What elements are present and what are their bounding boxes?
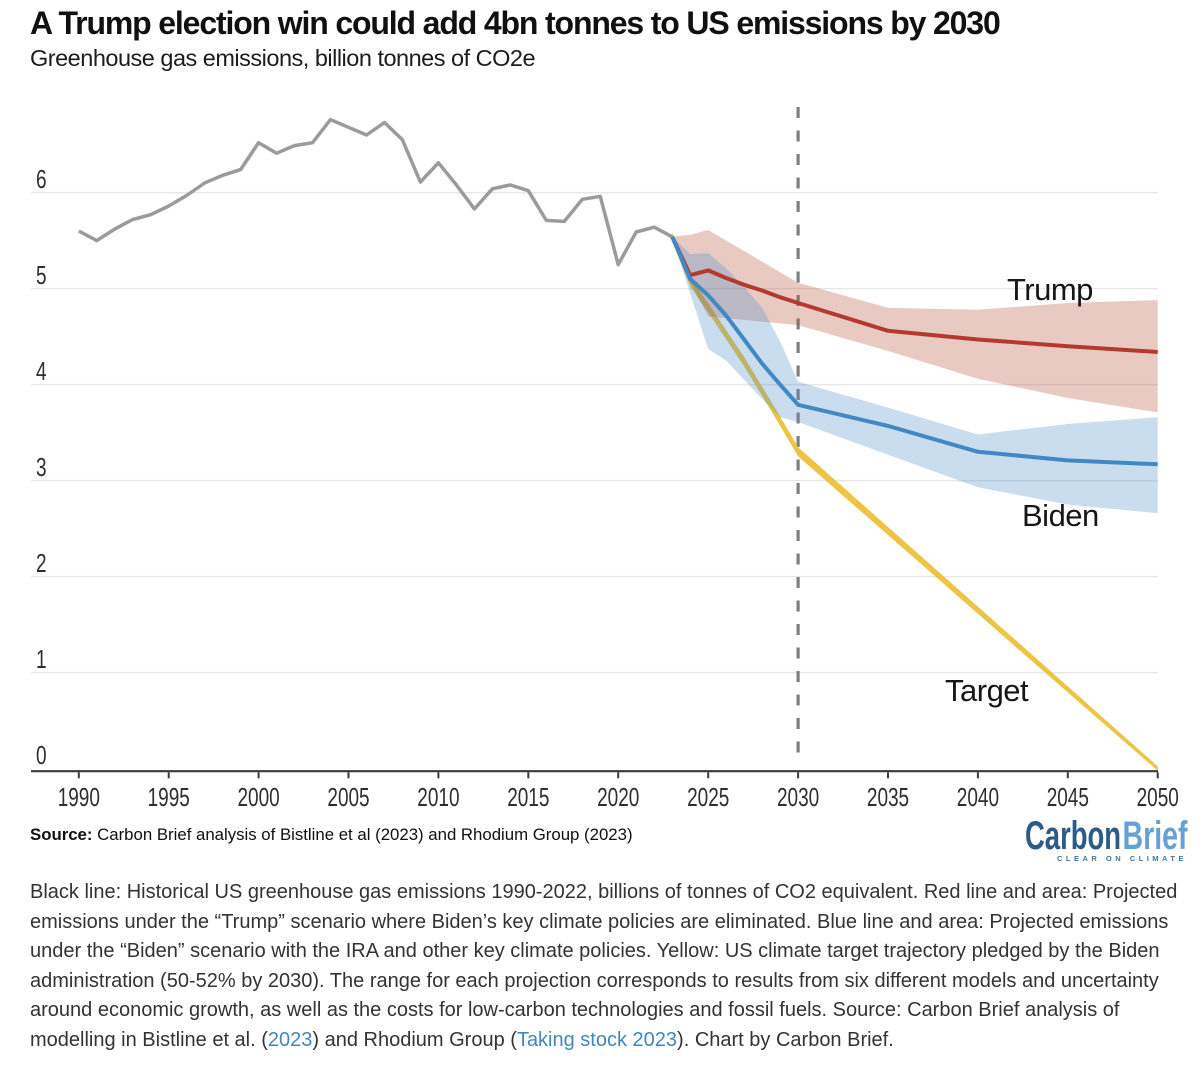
svg-text:2015: 2015 bbox=[507, 782, 549, 812]
svg-text:2010: 2010 bbox=[417, 782, 459, 812]
svg-text:Brief: Brief bbox=[1123, 814, 1188, 858]
svg-text:2025: 2025 bbox=[687, 782, 729, 812]
svg-text:Biden: Biden bbox=[1022, 498, 1099, 533]
svg-text:Trump: Trump bbox=[1007, 272, 1093, 307]
svg-text:2020: 2020 bbox=[597, 782, 639, 812]
svg-text:CLEAR ON CLIMATE: CLEAR ON CLIMATE bbox=[1057, 854, 1187, 863]
svg-text:2040: 2040 bbox=[957, 782, 999, 812]
svg-text:2035: 2035 bbox=[867, 782, 909, 812]
svg-text:0: 0 bbox=[36, 740, 47, 770]
svg-text:6: 6 bbox=[36, 164, 47, 194]
svg-text:2030: 2030 bbox=[777, 782, 819, 812]
svg-text:Carbon: Carbon bbox=[1025, 814, 1121, 858]
svg-text:Target: Target bbox=[945, 673, 1029, 708]
svg-text:2045: 2045 bbox=[1047, 782, 1089, 812]
svg-text:1: 1 bbox=[36, 644, 47, 674]
svg-text:5: 5 bbox=[36, 260, 47, 290]
svg-text:2050: 2050 bbox=[1137, 782, 1179, 812]
svg-text:3: 3 bbox=[36, 452, 47, 482]
svg-text:2005: 2005 bbox=[327, 782, 369, 812]
svg-text:1995: 1995 bbox=[148, 782, 190, 812]
svg-text:2000: 2000 bbox=[237, 782, 279, 812]
svg-text:1990: 1990 bbox=[58, 782, 100, 812]
svg-text:4: 4 bbox=[36, 356, 47, 386]
svg-text:2: 2 bbox=[36, 548, 47, 578]
